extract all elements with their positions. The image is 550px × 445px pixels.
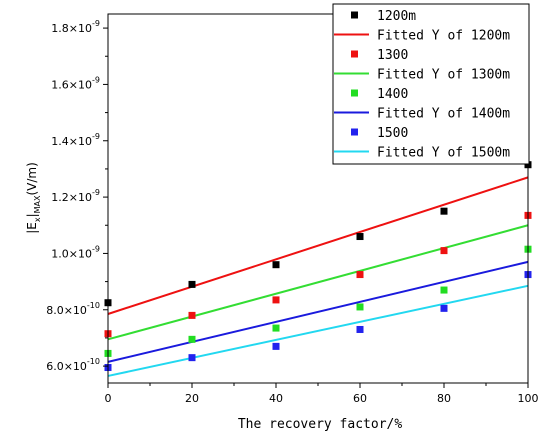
data-point-2 [356,303,364,311]
data-point-3 [356,325,364,333]
legend-label: Fitted Y of 1300m [377,68,510,83]
data-point-0 [356,233,364,241]
data-point-0 [440,207,448,215]
y-tick-label: 6.0×10-10 [46,357,100,373]
data-point-2 [440,286,448,294]
y-tick-label: 8.0×10-10 [46,301,100,317]
axis-labels: The recovery factor/% |Ex|MAX(V/m) [25,162,402,432]
legend-box [332,3,530,165]
x-tick-label: 80 [437,392,451,405]
x-tick-label: 0 [105,392,112,405]
legend-label: Fitted Y of 1200m [377,29,510,44]
fit-line-3 [107,284,529,377]
data-point-3 [440,304,448,312]
y-tick-label: 1.2×10-9 [51,188,100,204]
legend-marker [351,50,358,58]
data-point-0 [272,261,280,269]
data-point-3 [188,354,196,362]
x-tick-label: 100 [518,392,539,405]
x-axis-title: The recovery factor/% [238,417,403,432]
x-tick-label: 60 [353,392,367,405]
data-point-1 [188,311,196,319]
x-tick-label: 20 [185,392,199,405]
legend: 1200m Fitted Y of 1200m 1300 Fitted Y of 13… [332,3,530,165]
data-point-2 [272,324,280,332]
data-point-2 [188,335,196,343]
fit-line-2 [107,260,529,363]
y-tick-label: 1.6×10-9 [51,75,100,91]
data-point-1 [356,271,364,279]
x-tick-label: 40 [269,392,283,405]
y-tick-label: 1.8×10-9 [51,19,100,35]
legend-label: 1400 [377,87,408,102]
data-point-1 [272,296,280,304]
axes: 0 20 40 60 80 100 6.0×10-10 8.0×10-10 1.0×10-9 1.… [46,13,539,405]
y-tick-label: 1.0×10-9 [51,244,100,260]
legend-label: Fitted Y of 1400m [377,107,510,122]
legend-label: Fitted Y of 1500m [377,146,510,161]
legend-label: 1300 [377,48,408,63]
legend-label: 1500 [377,126,408,141]
legend-marker [351,11,358,19]
y-tick-label: 1.4×10-9 [51,132,100,148]
data-point-0 [188,280,196,288]
plot-area [104,161,532,377]
data-point-1 [440,247,448,255]
data-point-3 [272,342,280,350]
legend-marker [351,89,358,97]
fit-line-0 [107,176,529,315]
legend-label: 1200m [377,9,416,24]
y-axis-title: |Ex|MAX(V/m) [25,162,42,234]
fit-line-1 [107,224,529,341]
legend-marker [351,128,358,136]
